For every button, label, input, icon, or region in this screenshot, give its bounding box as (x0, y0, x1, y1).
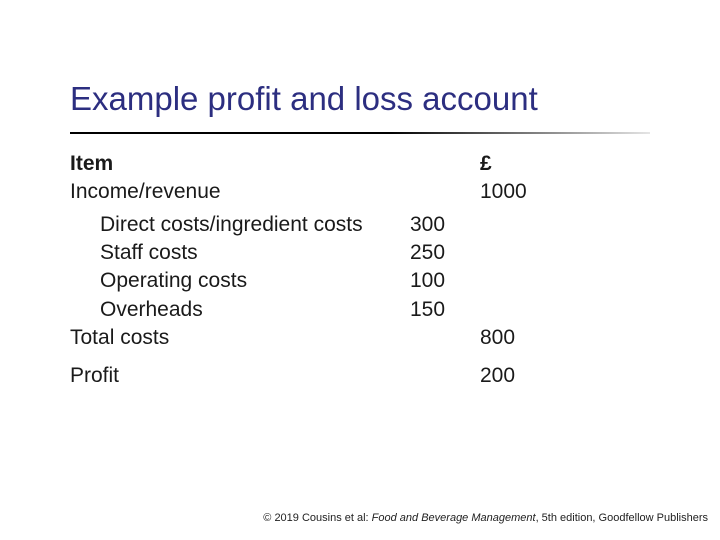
footer-italic: Food and Beverage Management (372, 512, 536, 524)
footer-prefix: © 2019 Cousins et al: (263, 512, 371, 524)
table-row: Overheads 150 (70, 296, 600, 324)
row-col-a: 250 (410, 239, 510, 267)
footer-citation: © 2019 Cousins et al: Food and Beverage … (263, 512, 708, 524)
table-row: Profit 200 (70, 362, 600, 390)
row-col-a: 150 (410, 296, 510, 324)
pnl-table: Item £ Income/revenue 1000 Direct costs/… (70, 150, 600, 391)
row-label: Total costs (70, 324, 380, 352)
row-col-b: 200 (480, 362, 580, 390)
header-currency: £ (480, 150, 580, 178)
title-underline (70, 132, 650, 134)
table-header-row: Item £ (70, 150, 600, 178)
table-row: Direct costs/ingredient costs 300 (70, 211, 600, 239)
row-label: Profit (70, 362, 380, 390)
row-label: Operating costs (70, 267, 410, 295)
table-row: Income/revenue 1000 (70, 178, 600, 206)
row-label: Income/revenue (70, 178, 380, 206)
row-label: Overheads (70, 296, 410, 324)
row-label: Direct costs/ingredient costs (70, 211, 410, 239)
footer-suffix: , 5th edition, Goodfellow Publishers (536, 512, 708, 524)
header-item: Item (70, 150, 380, 178)
row-label: Staff costs (70, 239, 410, 267)
row-col-a: 100 (410, 267, 510, 295)
row-col-a: 300 (410, 211, 510, 239)
slide-title: Example profit and loss account (70, 80, 538, 118)
table-row: Operating costs 100 (70, 267, 600, 295)
row-col-b: 1000 (480, 178, 580, 206)
table-row: Total costs 800 (70, 324, 600, 352)
table-row: Staff costs 250 (70, 239, 600, 267)
row-col-b: 800 (480, 324, 580, 352)
